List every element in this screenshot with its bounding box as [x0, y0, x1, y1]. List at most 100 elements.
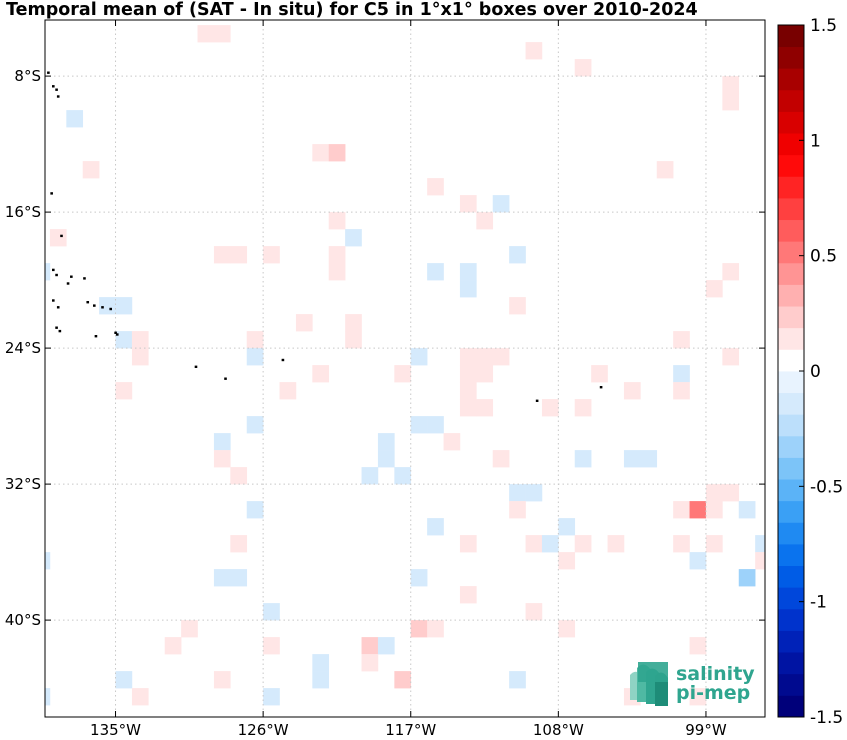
data-box — [263, 637, 280, 655]
island-mark — [101, 306, 104, 309]
data-box — [689, 637, 707, 655]
data-box — [459, 348, 477, 366]
data-box — [689, 688, 707, 706]
island-mark — [56, 95, 60, 98]
data-box — [459, 365, 477, 383]
data-box — [410, 569, 428, 587]
data-box — [689, 501, 707, 519]
data-box — [230, 467, 248, 485]
colorbar-segment — [778, 608, 804, 631]
data-box — [509, 484, 526, 502]
data-box — [246, 501, 264, 519]
data-box — [755, 552, 765, 570]
data-box — [689, 552, 707, 570]
island-mark — [56, 306, 60, 309]
logo-waves-icon — [630, 662, 668, 706]
data-box — [427, 518, 444, 536]
data-box — [377, 433, 395, 451]
colorbar-segment — [778, 630, 804, 653]
island-mark — [55, 273, 58, 277]
data-box — [263, 688, 280, 706]
map-frame — [44, 19, 766, 718]
y-tick-label: 16°S — [5, 203, 41, 221]
island-mark — [66, 282, 70, 285]
colorbar-segment — [778, 392, 804, 415]
data-box — [673, 331, 690, 349]
island-mark — [599, 386, 603, 389]
data-box — [459, 280, 477, 298]
data-box — [591, 365, 608, 383]
island-mark — [55, 88, 58, 91]
colorbar-segment — [778, 371, 804, 394]
chart-title: Temporal mean of (SAT - In situ) for C5 … — [6, 0, 698, 20]
colorbar-tick-label: -0.5 — [810, 477, 843, 497]
data-box — [328, 212, 346, 230]
data-box — [213, 671, 231, 689]
data-box — [443, 433, 461, 451]
data-box — [705, 501, 723, 519]
data-box — [525, 42, 543, 60]
data-box — [427, 416, 444, 434]
data-box — [541, 399, 559, 417]
data-box — [361, 637, 379, 655]
data-box — [558, 518, 576, 536]
data-box — [312, 144, 330, 162]
colorbar-segment — [778, 219, 804, 242]
data-box — [99, 297, 116, 315]
colorbar-segment — [778, 522, 804, 545]
x-tick-label: 117°W — [385, 721, 436, 739]
x-tick-label: 108°W — [533, 721, 584, 739]
data-box — [492, 348, 510, 366]
data-box — [213, 25, 231, 43]
data-box — [558, 552, 576, 570]
data-box — [459, 263, 477, 281]
y-tick-label: 8°S — [14, 67, 41, 85]
colorbar-segment — [778, 154, 804, 177]
data-box — [558, 620, 576, 638]
data-box — [738, 501, 756, 519]
data-box — [476, 399, 494, 417]
colorbar-tick-label: 0.5 — [810, 247, 837, 267]
data-box — [131, 688, 149, 706]
island-mark — [93, 304, 96, 307]
island-mark — [86, 301, 90, 304]
data-box — [328, 263, 346, 281]
data-box — [509, 501, 526, 519]
data-box — [49, 229, 67, 247]
data-box — [476, 212, 494, 230]
data-box — [164, 637, 182, 655]
data-box — [131, 348, 149, 366]
data-box — [115, 331, 133, 349]
island-mark — [109, 307, 113, 311]
data-box — [459, 399, 477, 417]
island-mark — [194, 365, 198, 368]
x-tick-label: 126°W — [238, 721, 289, 739]
colorbar-tick-label: 1.5 — [810, 16, 837, 36]
data-box — [213, 450, 231, 468]
data-box — [623, 382, 641, 400]
data-box — [722, 93, 740, 111]
data-box — [541, 535, 559, 553]
colorbar-segment — [778, 241, 804, 264]
colorbar-segment — [778, 25, 804, 48]
data-box — [361, 467, 379, 485]
colorbar-segment — [778, 133, 804, 156]
data-box — [246, 416, 264, 434]
data-box — [574, 535, 592, 553]
data-box — [312, 365, 330, 383]
data-box — [230, 569, 248, 587]
data-box — [574, 59, 592, 77]
data-box — [509, 297, 526, 315]
data-box — [722, 484, 740, 502]
y-axis-ticks: 8°S 16°S 24°S 32°S 40°S — [5, 67, 765, 629]
data-box — [574, 399, 592, 417]
data-box — [82, 161, 100, 179]
colorbar-segment — [778, 68, 804, 91]
island-mark — [55, 326, 58, 329]
data-box — [492, 195, 510, 213]
data-box — [525, 484, 543, 502]
data-box — [394, 467, 412, 485]
data-box — [705, 484, 723, 502]
colorbar-tick-label: 0 — [810, 362, 821, 382]
colorbar: 1.5 1 0.5 0 -0.5 -1 -1.5 — [777, 16, 843, 728]
